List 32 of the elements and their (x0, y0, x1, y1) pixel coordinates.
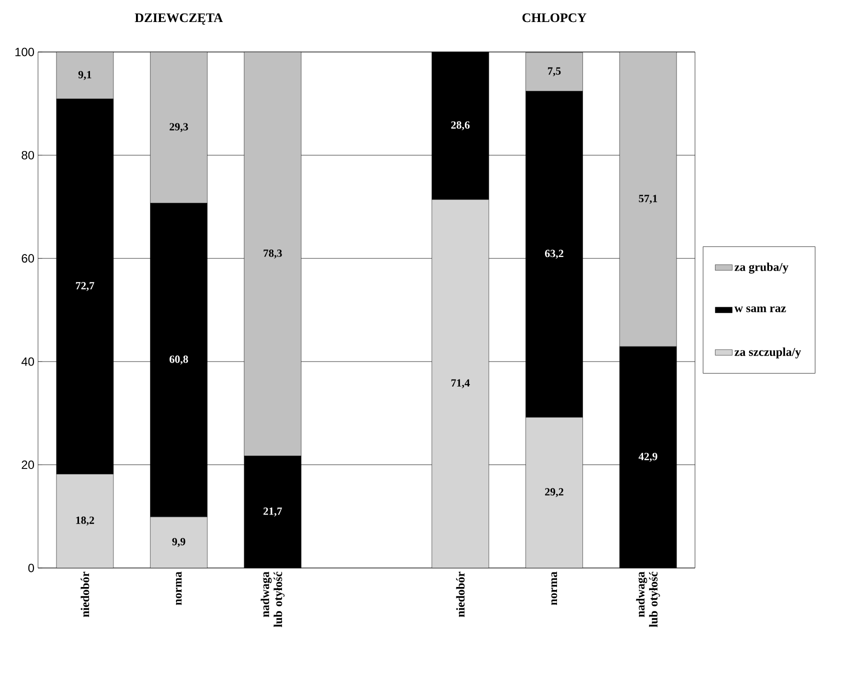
data-label: 9,1 (78, 70, 92, 80)
data-label: 63,2 (545, 250, 564, 259)
data-label: 28,6 (451, 121, 470, 130)
data-label: 7,5 (548, 67, 561, 76)
x-tick-label: nadwaga lub otyłość (636, 572, 660, 628)
text: DZIEWCZĘTA (134, 13, 223, 25)
data-label: 29,2 (545, 488, 564, 498)
data-label: 78,3 (264, 250, 282, 258)
x-tick-label: niedobór (456, 572, 465, 618)
legend-label: za szczupla/y (734, 348, 801, 358)
data-label: 9,9 (172, 538, 186, 547)
x-tick-label: norma (551, 572, 558, 606)
y-tick-label: 80 (22, 150, 34, 160)
data-label: 29,3 (170, 123, 188, 132)
legend-label: w sam raz (734, 306, 786, 312)
text: CHLOPCY (522, 13, 586, 22)
data-label: 60,8 (170, 356, 188, 365)
legend-label: za gruba/y (734, 262, 788, 274)
data-label: 71,4 (451, 379, 470, 388)
data-label: 18,2 (76, 516, 94, 526)
y-tick-label: 20 (22, 460, 34, 470)
y-tick-label: 100 (15, 48, 34, 56)
x-tick-label: niedobór (80, 572, 90, 618)
data-label: 21,7 (264, 508, 282, 516)
y-tick-label: 40 (21, 357, 34, 366)
y-tick-label: 60 (22, 254, 34, 263)
data-label: 57,1 (638, 194, 658, 204)
data-label: 42,9 (638, 452, 658, 462)
x-tick-label: nadwaga lub otyłość (260, 572, 285, 628)
y-tick-label: 0 (28, 564, 34, 572)
data-label: 72,7 (76, 282, 94, 291)
x-tick-label: norma (176, 572, 182, 606)
